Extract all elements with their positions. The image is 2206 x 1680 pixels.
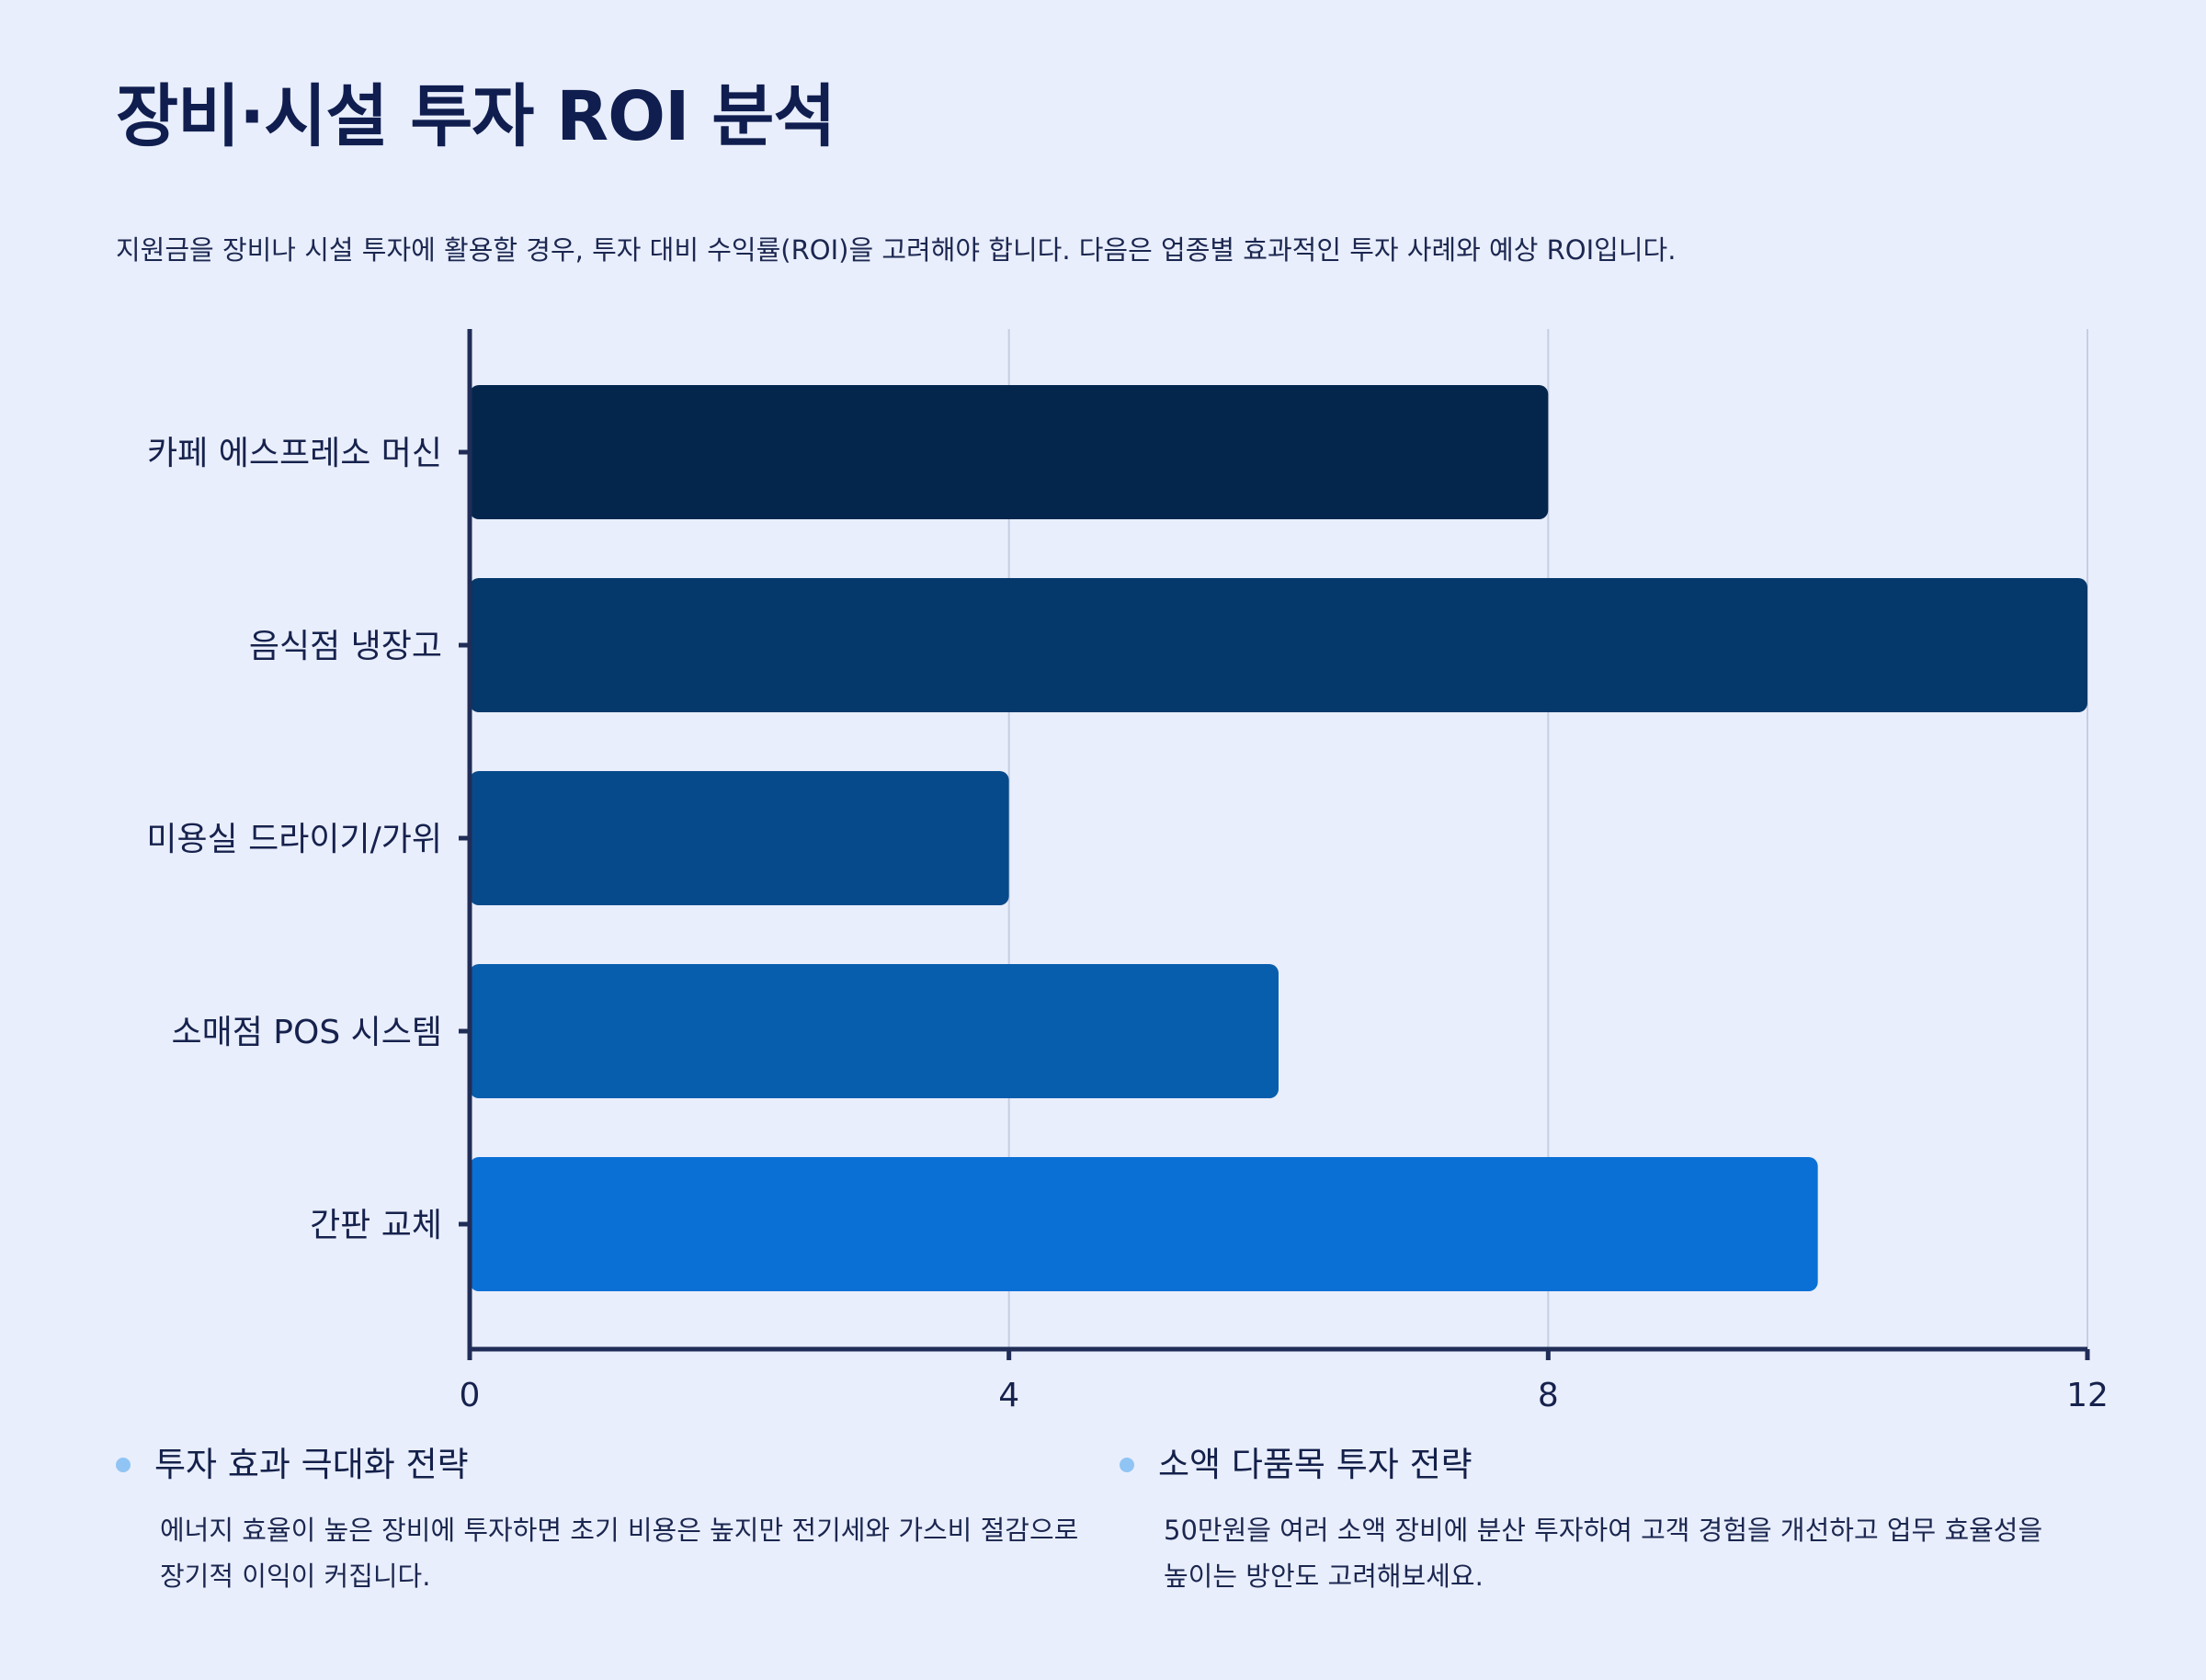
bar-5 <box>470 1157 1818 1291</box>
bar-layer <box>470 385 2087 1291</box>
page-title: 장비·시설 투자 ROI 분석 <box>116 77 836 156</box>
bar-1 <box>470 385 1549 519</box>
strategy-note-title: 소액 다품목 투자 전략 <box>1158 1445 1473 1484</box>
x-tick-label: 12 <box>2066 1377 2109 1414</box>
bullet-dot-icon <box>116 1458 131 1472</box>
strategy-note-small-investment: 소액 다품목 투자 전략 50만원을 여러 소액 장비에 분산 투자하여 고객 … <box>1120 1443 2085 1599</box>
bar-2 <box>470 578 2087 712</box>
category-label: 소매점 POS 시스템 <box>171 1014 442 1051</box>
x-tick-label: 4 <box>998 1377 1019 1414</box>
x-tick-label: 0 <box>460 1377 481 1414</box>
category-label: 간판 교체 <box>310 1207 442 1244</box>
strategy-note-header: 소액 다품목 투자 전략 <box>1120 1443 2085 1487</box>
bullet-dot-icon <box>1120 1458 1134 1472</box>
axis-layer <box>459 329 2090 1360</box>
strategy-note-body: 50만원을 여러 소액 장비에 분산 투자하여 고객 경험을 개선하고 업무 효… <box>1164 1515 2043 1592</box>
strategy-note-title: 투자 효과 극대화 전략 <box>154 1445 469 1484</box>
bar-3 <box>470 771 1009 905</box>
strategy-notes: 투자 효과 극대화 전략 에너지 효율이 높은 장비에 투자하면 초기 비용은 … <box>116 1443 2092 1618</box>
category-label: 미용실 드라이기/가위 <box>146 821 442 858</box>
strategy-note-efficiency: 투자 효과 극대화 전략 에너지 효율이 높은 장비에 투자하면 초기 비용은 … <box>116 1443 1081 1599</box>
category-label: 카페 에스프레소 머신 <box>147 435 442 472</box>
strategy-note-header: 투자 효과 극대화 전략 <box>116 1443 1081 1487</box>
page-subtitle: 지원금을 장비나 시설 투자에 활용할 경우, 투자 대비 수익률(ROI)을 … <box>116 234 1677 266</box>
category-label: 음식점 냉장고 <box>249 628 442 665</box>
strategy-note-body: 에너지 효율이 높은 장비에 투자하면 초기 비용은 높지만 전기세와 가스비 … <box>160 1515 1079 1592</box>
bar-4 <box>470 964 1279 1098</box>
x-tick-label: 8 <box>1538 1377 1559 1414</box>
